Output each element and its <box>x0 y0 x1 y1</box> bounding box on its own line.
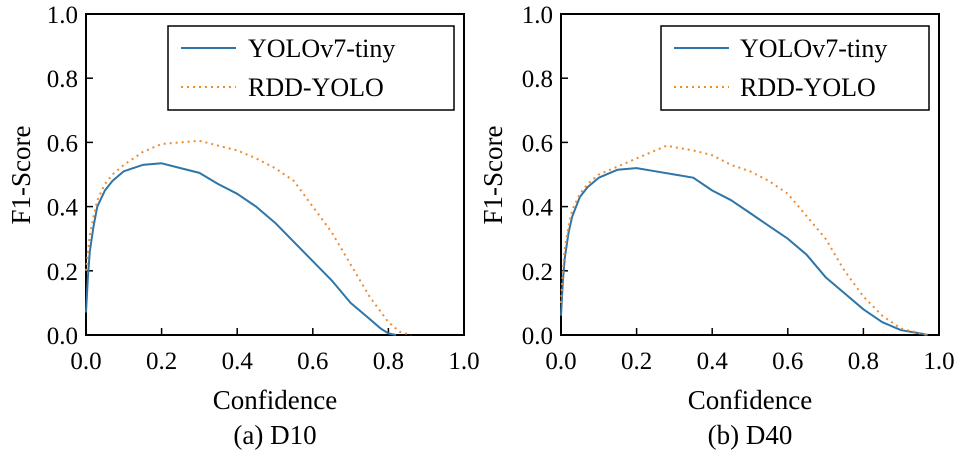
y-axis: 0.0 0.2 0.4 0.6 0.8 1.0 <box>522 2 568 350</box>
chart-panel-d10: 0.0 0.2 0.4 0.6 0.8 1.0 0.0 0.2 0.4 0.6 0.8 1.0 YO… <box>6 2 480 450</box>
x-tick-label: 0.8 <box>373 348 404 375</box>
x-tick-label: 0.6 <box>772 348 803 375</box>
plot-frame <box>560 13 940 336</box>
y-tick-label: 0.8 <box>47 66 78 93</box>
chart-panel-d40: 0.0 0.2 0.4 0.6 0.8 1.0 0.0 0.2 0.4 0.6 0.8 1.0 YO… <box>478 2 955 450</box>
x-tick-label: 0.0 <box>545 348 576 375</box>
legend-label-yolov7-tiny: YOLOv7-tiny <box>248 34 395 63</box>
y-tick-label: 0.0 <box>47 323 78 350</box>
y-tick-label: 0.4 <box>522 195 554 222</box>
y-tick-label: 0.4 <box>47 195 79 222</box>
legend: YOLOv7-tiny RDD-YOLO <box>660 25 930 111</box>
x-tick-label: 1.0 <box>923 348 954 375</box>
y-axis: 0.0 0.2 0.4 0.6 0.8 1.0 <box>47 2 93 350</box>
x-axis: 0.0 0.2 0.4 0.6 0.8 1.0 <box>545 328 955 375</box>
legend-label-rdd-yolo: RDD-YOLO <box>248 73 384 102</box>
y-tick-label: 1.0 <box>522 2 553 29</box>
x-tick-label: 0.8 <box>848 348 879 375</box>
y-tick-label: 0.2 <box>522 259 553 286</box>
y-axis-label: F1-Score <box>6 125 36 224</box>
y-tick-label: 0.8 <box>522 66 553 93</box>
x-tick-label: 0.2 <box>146 348 177 375</box>
series-lines <box>85 139 412 336</box>
y-tick-label: 0.6 <box>522 130 553 157</box>
plot-frame <box>85 13 465 336</box>
x-tick-label: 0.2 <box>621 348 652 375</box>
x-axis-label: Confidence <box>213 385 337 415</box>
series-line-rdd-yolo <box>560 144 928 336</box>
legend-label-yolov7-tiny: YOLOv7-tiny <box>740 34 887 63</box>
y-axis-label: F1-Score <box>478 125 508 224</box>
y-tick-label: 0.0 <box>522 323 553 350</box>
x-tick-label: 1.0 <box>448 348 479 375</box>
x-axis-label: Confidence <box>688 385 812 415</box>
x-tick-label: 0.0 <box>70 348 101 375</box>
y-tick-label: 0.6 <box>47 130 78 157</box>
x-tick-label: 0.4 <box>222 348 254 375</box>
legend: YOLOv7-tiny RDD-YOLO <box>167 25 455 111</box>
legend-box <box>660 25 930 111</box>
y-tick-label: 0.2 <box>47 259 78 286</box>
y-tick-label: 1.0 <box>47 2 78 29</box>
panel-caption: (b) D40 <box>708 420 793 450</box>
panel-caption: (a) D10 <box>233 420 316 450</box>
legend-label-rdd-yolo: RDD-YOLO <box>740 73 876 102</box>
x-tick-label: 0.6 <box>297 348 328 375</box>
legend-box <box>167 25 455 111</box>
series-line-yolov7-tiny <box>85 162 397 336</box>
x-tick-label: 0.4 <box>697 348 729 375</box>
series-line-yolov7-tiny <box>560 167 928 336</box>
series-line-rdd-yolo <box>85 139 412 336</box>
x-axis: 0.0 0.2 0.4 0.6 0.8 1.0 <box>70 328 480 375</box>
series-lines <box>560 144 928 336</box>
